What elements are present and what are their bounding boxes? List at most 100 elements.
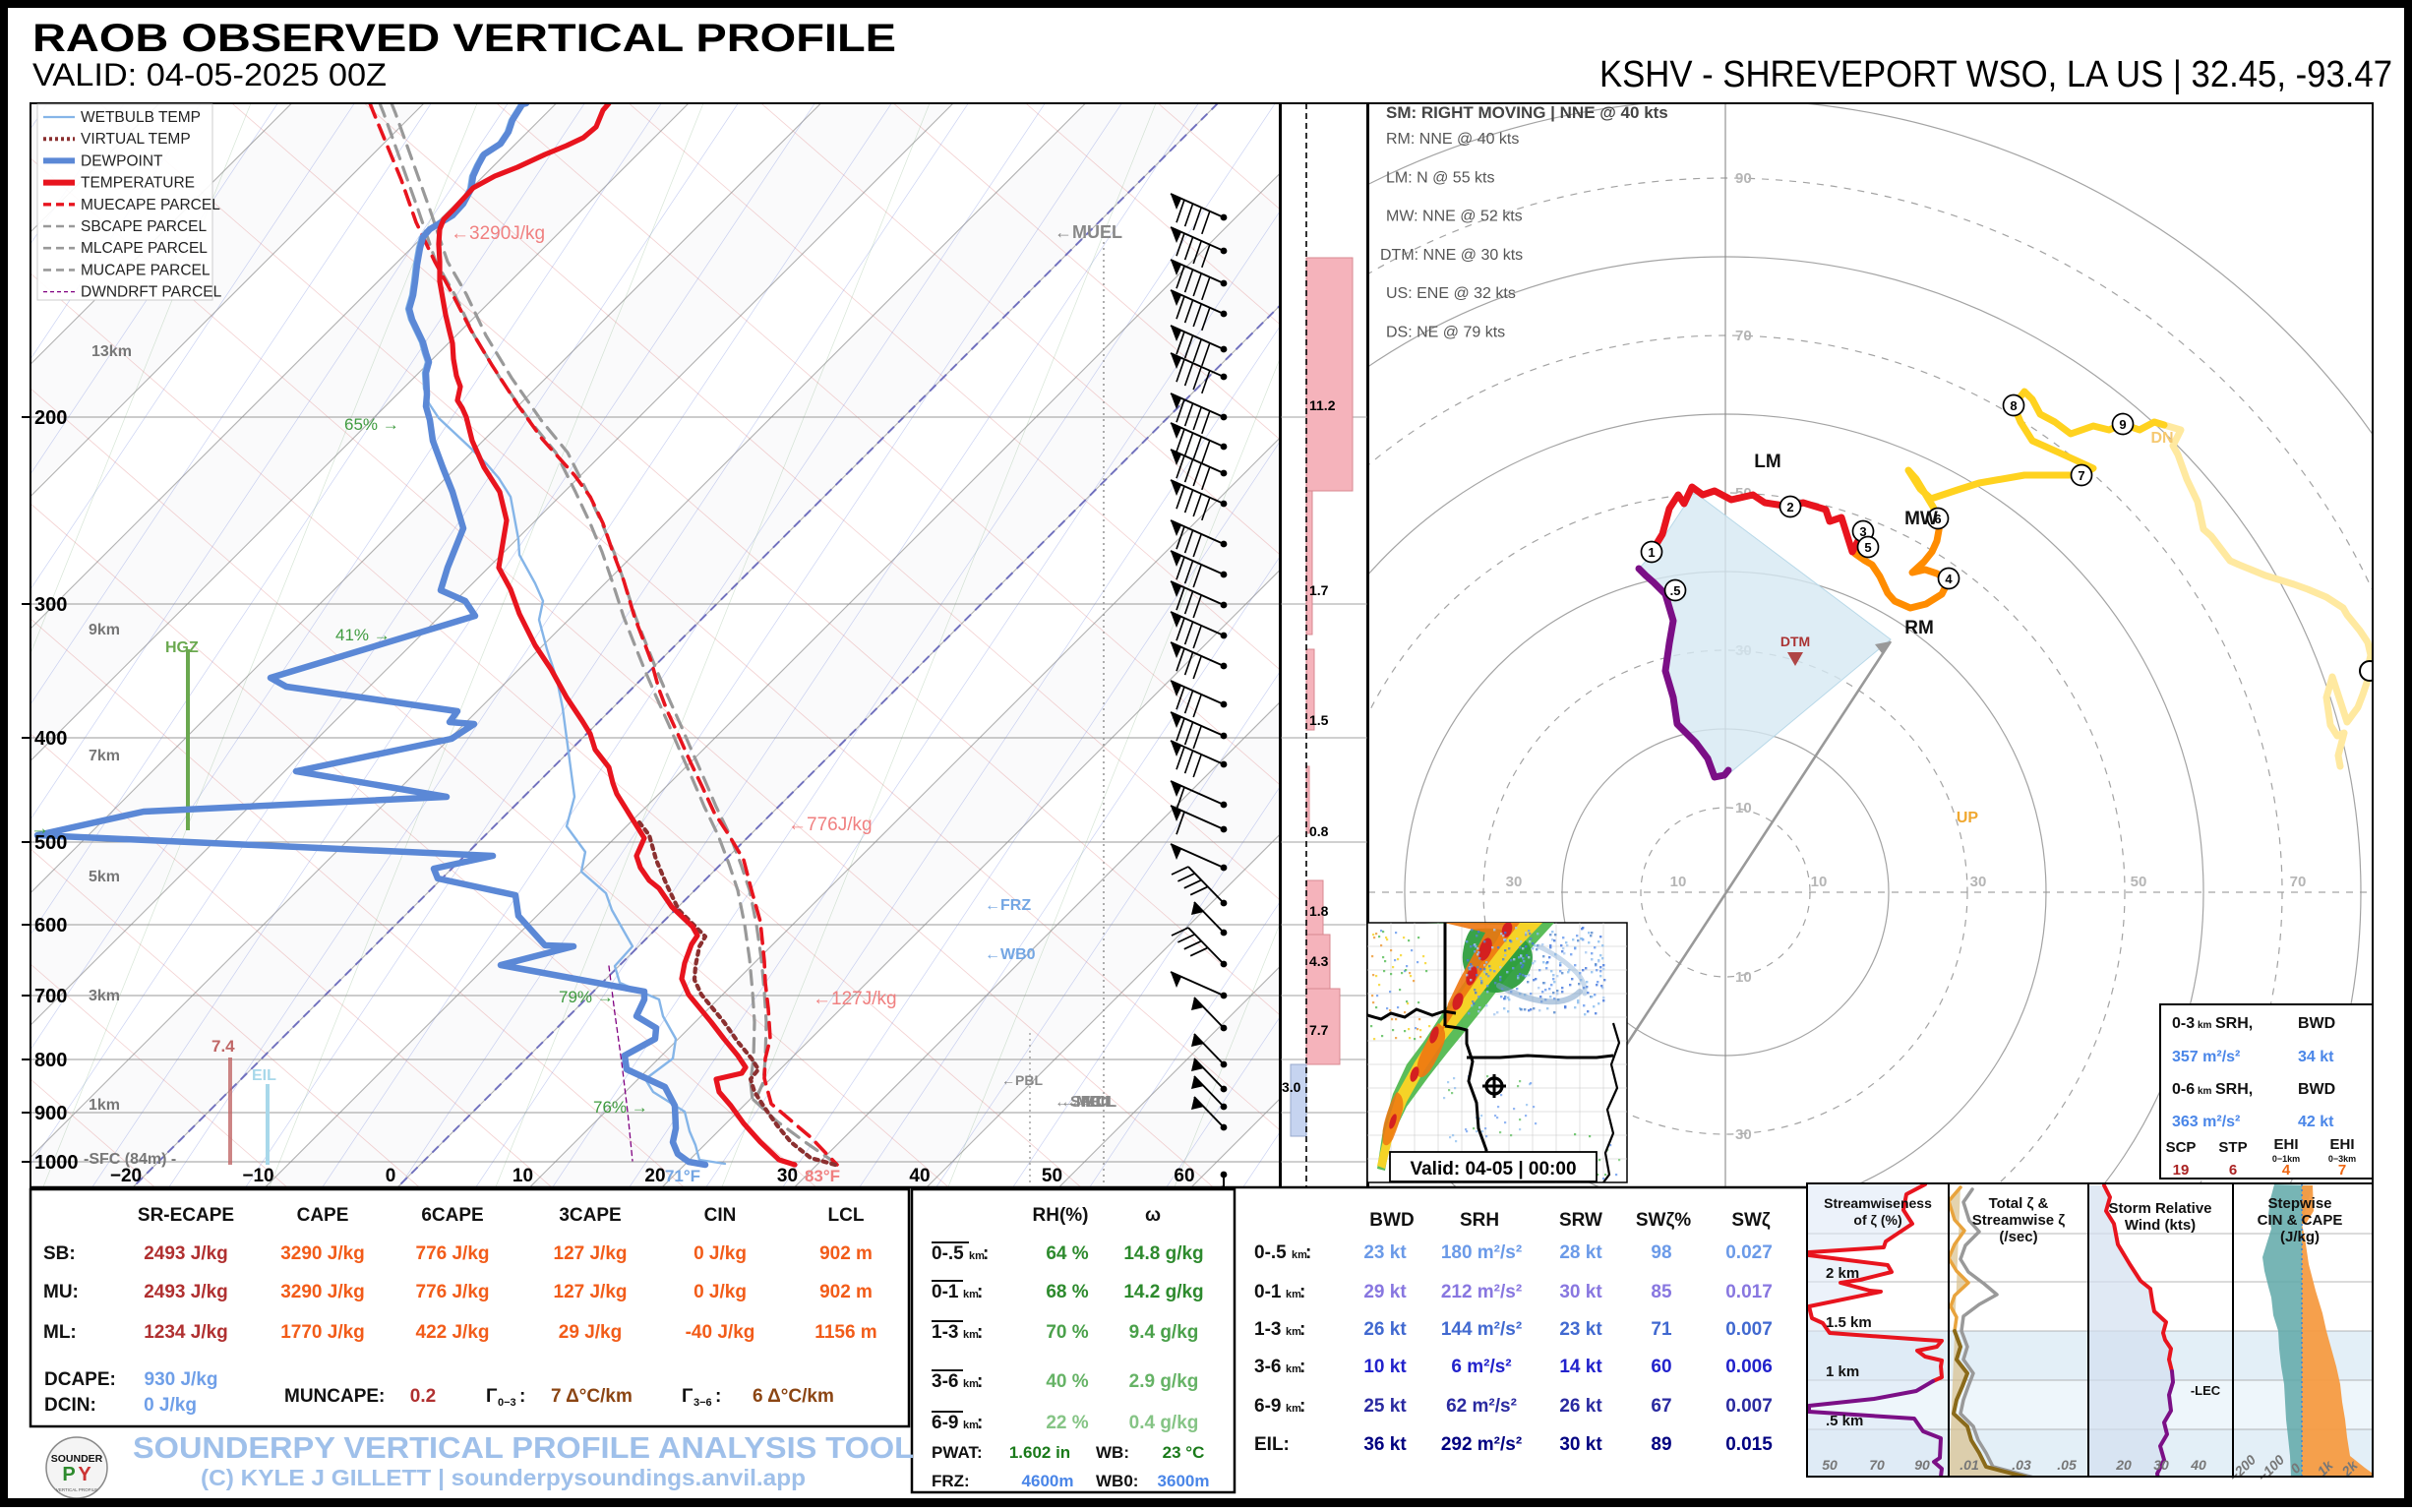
svg-text:←MUEL: ←MUEL: [1055, 222, 1122, 242]
svg-text:1770 J/kg: 1770 J/kg: [280, 1322, 365, 1343]
svg-text:km: km: [2198, 1020, 2212, 1031]
svg-text:212 m²/s²: 212 m²/s²: [1441, 1282, 1522, 1302]
svg-text:800: 800: [34, 1050, 67, 1071]
svg-text:20: 20: [644, 1166, 665, 1186]
svg-text:3km: 3km: [89, 988, 120, 1004]
svg-text:BWD: BWD: [1369, 1210, 1414, 1231]
svg-text:292 m²/s²: 292 m²/s²: [1441, 1434, 1522, 1455]
svg-text:1.7: 1.7: [1309, 582, 1329, 598]
svg-text:Valid: 04-05 | 00:00: Valid: 04-05 | 00:00: [1410, 1159, 1576, 1179]
svg-text:0 J/kg: 0 J/kg: [693, 1243, 747, 1264]
svg-text:23 kt: 23 kt: [1559, 1319, 1602, 1340]
svg-text:7: 7: [2078, 468, 2084, 483]
svg-text:SB:: SB:: [43, 1243, 76, 1264]
svg-text:30: 30: [777, 1166, 798, 1186]
svg-text:DWNDRFT PARCEL: DWNDRFT PARCEL: [81, 284, 222, 301]
svg-text::: :: [1299, 1396, 1305, 1417]
svg-text:LM: LM: [1754, 452, 1780, 472]
svg-text:600: 600: [34, 915, 67, 937]
svg-text:0.007: 0.007: [1725, 1319, 1773, 1340]
svg-text:42 kt: 42 kt: [2298, 1114, 2334, 1130]
svg-text:0-1: 0-1: [1254, 1282, 1282, 1302]
svg-text::: :: [1299, 1319, 1305, 1340]
svg-text:RAOB OBSERVED VERTICAL PROFILE: RAOB OBSERVED VERTICAL PROFILE: [32, 17, 896, 60]
svg-text:EIL:: EIL:: [1254, 1434, 1290, 1455]
svg-text:1.5: 1.5: [1309, 712, 1329, 728]
svg-text:363 m²/s²: 363 m²/s²: [2172, 1114, 2240, 1130]
svg-text:28 kt: 28 kt: [1559, 1242, 1602, 1263]
svg-text:127 J/kg: 127 J/kg: [554, 1243, 628, 1264]
svg-text:SRH,: SRH,: [2215, 1015, 2253, 1032]
svg-text:4.3: 4.3: [1309, 953, 1329, 969]
svg-text:0.027: 0.027: [1725, 1242, 1773, 1263]
svg-text:14 kt: 14 kt: [1559, 1357, 1602, 1377]
svg-text:1: 1: [1648, 545, 1655, 560]
svg-text:30: 30: [1735, 1126, 1752, 1143]
svg-text:2: 2: [1786, 500, 1793, 514]
svg-text:EIL: EIL: [252, 1067, 276, 1084]
svg-text:900: 900: [34, 1103, 67, 1124]
svg-text:BWD: BWD: [2298, 1015, 2335, 1032]
svg-text:LM: N @ 55 kts: LM: N @ 55 kts: [1386, 169, 1495, 186]
svg-text:9: 9: [2119, 417, 2126, 432]
svg-text:68 %: 68 %: [1046, 1282, 1088, 1302]
svg-text:10: 10: [1670, 874, 1687, 890]
svg-text:2493 J/kg: 2493 J/kg: [144, 1243, 228, 1264]
svg-text:DEWPOINT: DEWPOINT: [81, 152, 163, 169]
svg-text:0-1: 0-1: [932, 1282, 959, 1302]
svg-text:40: 40: [2190, 1457, 2206, 1473]
svg-text:ω: ω: [1145, 1205, 1161, 1226]
svg-text:7: 7: [2338, 1162, 2346, 1179]
svg-text:0 J/kg: 0 J/kg: [693, 1282, 747, 1302]
svg-text:26 kt: 26 kt: [1559, 1396, 1602, 1417]
svg-text:DTM: DTM: [1780, 634, 1810, 649]
svg-text:SCP: SCP: [2166, 1139, 2197, 1156]
svg-text:BWD: BWD: [2298, 1081, 2335, 1098]
svg-text:FRZ:: FRZ:: [932, 1472, 970, 1490]
svg-text:1.5 km: 1.5 km: [1826, 1314, 1872, 1331]
svg-text:1-3: 1-3: [932, 1322, 958, 1343]
svg-text:89: 89: [1651, 1434, 1671, 1455]
svg-text:RM: NNE @ 40 kts: RM: NNE @ 40 kts: [1386, 131, 1519, 148]
svg-text:Y: Y: [78, 1464, 91, 1485]
svg-text:2 km: 2 km: [1826, 1265, 1859, 1282]
svg-text:6CAPE: 6CAPE: [421, 1205, 483, 1226]
svg-text:776 J/kg: 776 J/kg: [416, 1243, 490, 1264]
svg-text:30 kt: 30 kt: [1559, 1282, 1602, 1302]
svg-text:SWζ: SWζ: [1731, 1210, 1771, 1231]
svg-text:Stepwise: Stepwise: [2267, 1195, 2331, 1212]
svg-text:5: 5: [1864, 540, 1871, 555]
svg-text:−10: −10: [242, 1166, 273, 1186]
svg-text:0: 0: [386, 1166, 396, 1186]
svg-text:KSHV - SHREVEPORT WSO, LA US |: KSHV - SHREVEPORT WSO, LA US | 32.45, -9…: [1599, 54, 2392, 95]
svg-text:0−3: 0−3: [498, 1397, 516, 1409]
svg-text:23 °C: 23 °C: [1163, 1443, 1205, 1462]
svg-text:60: 60: [1174, 1166, 1194, 1186]
svg-text:UP: UP: [1957, 810, 1979, 826]
svg-text:of ζ (%): of ζ (%): [1853, 1212, 1901, 1228]
svg-text:7 Δ°C/km: 7 Δ°C/km: [551, 1386, 633, 1407]
svg-text:90: 90: [1914, 1457, 1930, 1473]
svg-text:.01: .01: [1960, 1457, 1979, 1473]
svg-text:200: 200: [34, 407, 67, 429]
svg-text:1-3: 1-3: [1254, 1319, 1281, 1340]
svg-text:127 J/kg: 127 J/kg: [554, 1282, 628, 1302]
svg-text:←EIL: ←EIL: [1074, 1094, 1115, 1111]
svg-text:1.8: 1.8: [1309, 903, 1329, 919]
svg-text:3290 J/kg: 3290 J/kg: [280, 1243, 365, 1264]
svg-text:1156 m: 1156 m: [814, 1322, 876, 1343]
svg-text:SOUNDER: SOUNDER: [51, 1453, 103, 1465]
svg-text:4600m: 4600m: [1022, 1472, 1074, 1490]
svg-text:30 kt: 30 kt: [1559, 1434, 1602, 1455]
svg-text:WB:: WB:: [1096, 1443, 1129, 1462]
svg-text:DCAPE:: DCAPE:: [44, 1369, 116, 1390]
svg-text:41% →: 41% →: [335, 626, 391, 644]
svg-text:50: 50: [2131, 874, 2147, 890]
svg-text:70: 70: [1869, 1457, 1885, 1473]
svg-text:RH(%): RH(%): [1033, 1205, 1089, 1226]
svg-text:10: 10: [1735, 800, 1752, 816]
svg-text:8: 8: [2010, 398, 2017, 413]
svg-text:STP: STP: [2218, 1139, 2247, 1156]
svg-text::: :: [983, 1243, 989, 1264]
svg-text::: :: [977, 1282, 983, 1302]
